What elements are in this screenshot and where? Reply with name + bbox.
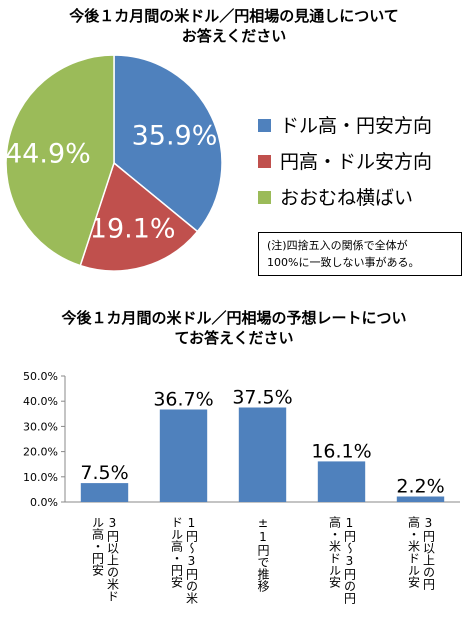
legend-swatch-usd-strong [258,119,271,132]
pie-label-flat: 44.9% [5,138,91,169]
legend-label-yen-strong: 円高・ドル安方向 [280,151,433,173]
legend-label-flat: おおむね横ばい [280,187,414,209]
bar-title-line-2: てお答えください [174,329,294,347]
bar-value-label-2: 36.7% [153,389,213,411]
bar-category-label-line: ドル高・円安 [169,516,184,588]
pie-chart: 35.9% 19.1% 44.9% [5,54,223,272]
bar-category-label-line: 1円〜3円の米 [184,516,199,604]
bar-value-label-5: 2.2% [396,476,444,498]
bar-value-label-1: 7.5% [80,462,128,484]
bar-y-tick-label: 30.0% [23,420,58,433]
bar-4 [317,461,366,502]
bar-y-tick-label: 50.0% [23,370,58,383]
bar-category-label-line: 高・米ドル安 [327,516,342,588]
bar-category-label-line: 高・米ドル安 [406,516,421,588]
bar-category-label-line: 1円〜3円の円 [342,516,357,604]
bar-category-label-5: 3円以上の円 高・米ドル安 [406,516,436,636]
rounding-note: (注)四捨五入の関係で全体が 100%に一致しない事がある。 [258,232,462,276]
bar-y-tick-label: 10.0% [23,471,58,484]
note-line-1: (注)四捨五入の関係で全体が [267,239,408,252]
bar-5 [396,496,445,502]
bar-value-label-3: 37.5% [232,387,292,409]
bar-category-label-3: ±1円で推移 [255,516,270,636]
legend-swatch-yen-strong [258,155,271,168]
bar-title-line-1: 今後１カ月間の米ドル／円相場の予想レートについ [61,309,407,327]
pie-title-line-1: 今後１カ月間の米ドル／円相場の見通しについて [69,7,399,25]
pie-slice-yen-strong [79,161,199,272]
bar-2 [159,409,208,502]
bar-value-label-4: 16.1% [311,440,371,462]
pie-slice-usd-strong [113,54,223,233]
bar-category-label-4: 1円〜3円の円 高・米ドル安 [327,516,357,636]
bar-category-label-2: 1円〜3円の米 ドル高・円安 [169,516,199,636]
bar-category-label-1: 3円以上の米ド ル高・円安 [90,516,120,636]
pie-label-yen-strong: 19.1% [90,213,176,244]
bar-y-tick-label: 20.0% [23,446,58,459]
bar-chart-title: 今後１カ月間の米ドル／円相場の予想レートについ てお答えください [0,308,468,348]
bar-y-tick-label: 0.0% [30,496,58,509]
bar-y-tick-label: 40.0% [23,395,58,408]
legend-label-usd-strong: ドル高・円安方向 [280,115,433,137]
bar-3 [238,407,287,502]
bar-category-label-line: ル高・円安 [90,516,105,576]
pie-slice-flat [5,54,115,267]
bar-category-label-line: ±1円で推移 [256,516,270,592]
pie-label-usd-strong: 35.9% [132,120,218,151]
bar-chart: 0.0% 10.0% 20.0% 30.0% 40.0% 50.0% 7.5% 36.7% 37… [23,370,460,509]
pie-chart-title: 今後１カ月間の米ドル／円相場の見通しについて お答えください [0,6,468,46]
bar-category-label-line: 3円以上の円 [421,516,436,590]
note-line-2: 100%に一致しない事がある。 [267,256,420,269]
legend-swatch-flat [258,191,271,204]
pie-title-line-2: お答えください [181,27,287,45]
bar-category-label-line: 3円以上の米ド [105,516,120,602]
bar-1 [80,483,129,502]
